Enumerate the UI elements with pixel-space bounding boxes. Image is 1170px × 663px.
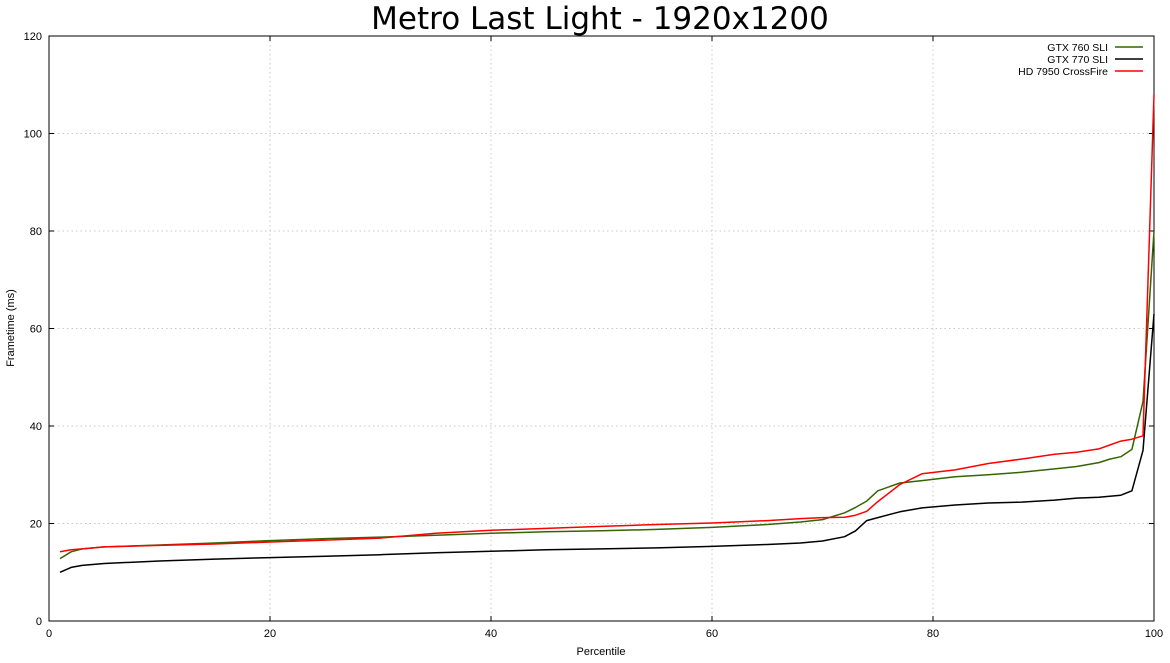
x-tick-label: 60 xyxy=(706,628,718,640)
x-tick-label: 0 xyxy=(46,628,52,640)
x-tick-label: 100 xyxy=(1145,628,1163,640)
x-axis-label: Percentile xyxy=(577,646,626,658)
y-tick-label: 0 xyxy=(36,616,42,628)
series-line-1 xyxy=(59,230,1155,560)
series-lines xyxy=(59,94,1155,573)
y-tick-label: 100 xyxy=(24,129,42,141)
y-axis-label: Frametime (ms) xyxy=(5,289,17,367)
legend-label: HD 7950 CrossFire xyxy=(1018,66,1108,78)
y-tick-label: 40 xyxy=(30,421,42,433)
y-tick-label: 120 xyxy=(24,31,42,43)
y-tick-label: 80 xyxy=(30,226,42,238)
y-tick-label: 20 xyxy=(30,519,42,531)
plot-area xyxy=(48,35,1155,622)
x-tick-label: 40 xyxy=(485,628,497,640)
x-tick-label: 20 xyxy=(264,628,276,640)
legend-label: GTX 770 SLI xyxy=(1047,54,1108,66)
grid xyxy=(49,36,1154,621)
series-line-2 xyxy=(59,313,1155,573)
series-line-3 xyxy=(59,94,1155,553)
axis-ticks: 0 20 40 60 80 100 0 20 40 60 80 100 120 xyxy=(24,31,1164,640)
chart-title: Metro Last Light - 1920x1200 xyxy=(371,1,829,37)
y-tick-label: 60 xyxy=(30,324,42,336)
legend-label: GTX 760 SLI xyxy=(1047,42,1108,54)
x-tick-label: 80 xyxy=(927,628,939,640)
